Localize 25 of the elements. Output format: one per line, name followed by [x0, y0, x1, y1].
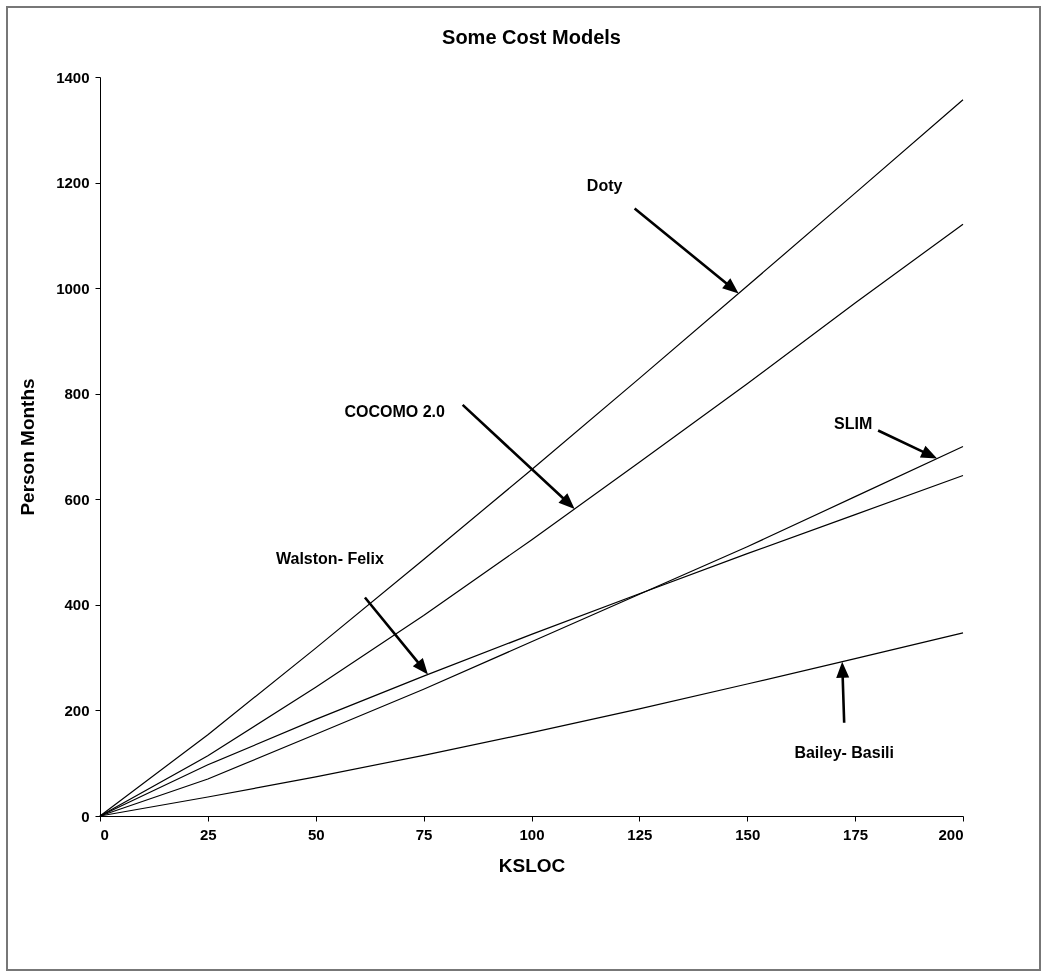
x-tick-label: 200: [938, 825, 964, 843]
y-tick-label: 200: [64, 701, 90, 719]
x-tick-label: 25: [200, 825, 217, 843]
y-tick-label: 1000: [56, 279, 90, 297]
y-tick-label: 0: [81, 807, 90, 825]
y-tick-label: 1400: [56, 68, 90, 86]
y-axis-title: Person Months: [17, 378, 39, 516]
annotation: SLIM: [834, 414, 873, 432]
x-tick-label: 100: [519, 825, 545, 843]
annotation: COCOMO 2.0: [344, 402, 445, 420]
x-tick-label: 0: [100, 825, 109, 843]
x-axis-title: KSLOC: [498, 854, 566, 876]
x-tick-label: 125: [627, 825, 653, 843]
y-tick-label: 600: [64, 490, 90, 508]
chart-title: Some Cost Models: [442, 26, 621, 48]
y-tick-label: 400: [64, 596, 90, 614]
x-tick-label: 50: [307, 825, 325, 843]
y-tick-label: 1200: [56, 174, 90, 192]
annotation: Walston- Felix: [276, 550, 384, 568]
y-tick-label: 800: [64, 385, 90, 403]
annotation: Doty: [586, 177, 623, 195]
x-tick-label: 150: [735, 825, 761, 843]
annotation: Bailey- Basili: [794, 743, 894, 761]
x-tick-label: 175: [843, 825, 869, 843]
x-tick-label: 75: [415, 825, 433, 843]
